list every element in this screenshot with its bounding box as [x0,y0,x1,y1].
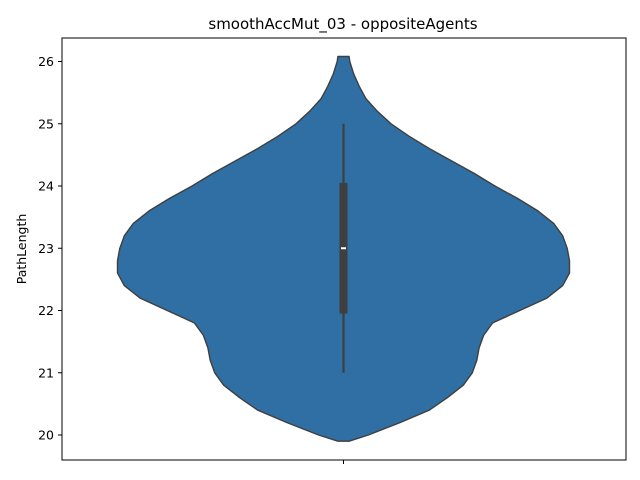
y-tick-label: 25 [38,116,54,131]
y-tick-label: 26 [38,54,54,69]
y-axis: 20 21 22 23 24 25 26 [38,54,62,443]
y-tick-label: 21 [38,365,54,380]
y-axis-label: PathLength [14,214,29,285]
chart-title: smoothAccMut_03 - oppositeAgents [208,15,477,34]
y-tick-label: 23 [38,241,54,256]
violin-layer [116,55,571,442]
y-tick-label: 20 [38,428,54,443]
y-tick-label: 22 [38,303,54,318]
y-tick-label: 24 [38,179,54,194]
